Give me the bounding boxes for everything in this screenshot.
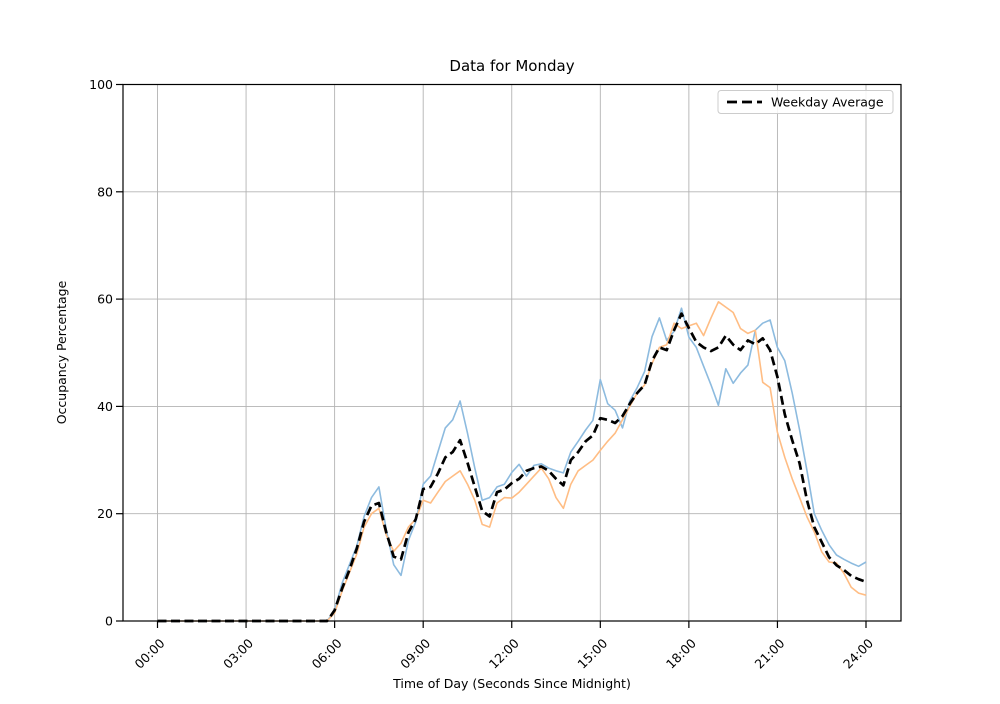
y-tick-label: 80 <box>97 184 113 199</box>
legend-box <box>717 90 894 114</box>
axis-ticks <box>116 83 867 628</box>
x-tick-label: 12:00 <box>486 635 522 671</box>
x-tick-label: 24:00 <box>840 635 876 671</box>
x-tick-label: 09:00 <box>397 635 433 671</box>
y-tick-label: 0 <box>105 614 113 629</box>
x-tick-label: 21:00 <box>751 635 787 671</box>
y-tick-label: 20 <box>97 506 113 521</box>
y-tick-label: 40 <box>97 399 113 414</box>
y-axis-label: Occupancy Percentage <box>54 280 69 424</box>
chart-title: Data for Monday <box>449 57 574 75</box>
weekday-average-line <box>157 312 867 623</box>
x-tick-label: 03:00 <box>220 635 256 671</box>
grid-lines <box>123 84 901 622</box>
x-tick-label: 00:00 <box>132 635 168 671</box>
legend: Weekday Average <box>717 90 894 114</box>
axis-tick-labels: 00:00 03:00 06:00 09:00 12:00 15:00 18:00 21:00… <box>89 77 876 672</box>
x-tick-label: 15:00 <box>574 635 610 671</box>
x-axis-label: Time of Day (Seconds Since Midnight) <box>392 676 631 691</box>
x-tick-label: 18:00 <box>663 635 699 671</box>
y-tick-label: 60 <box>97 292 113 307</box>
y-tick-label: 100 <box>89 77 113 92</box>
x-tick-label: 06:00 <box>309 635 345 671</box>
legend-label: Weekday Average <box>771 95 884 110</box>
